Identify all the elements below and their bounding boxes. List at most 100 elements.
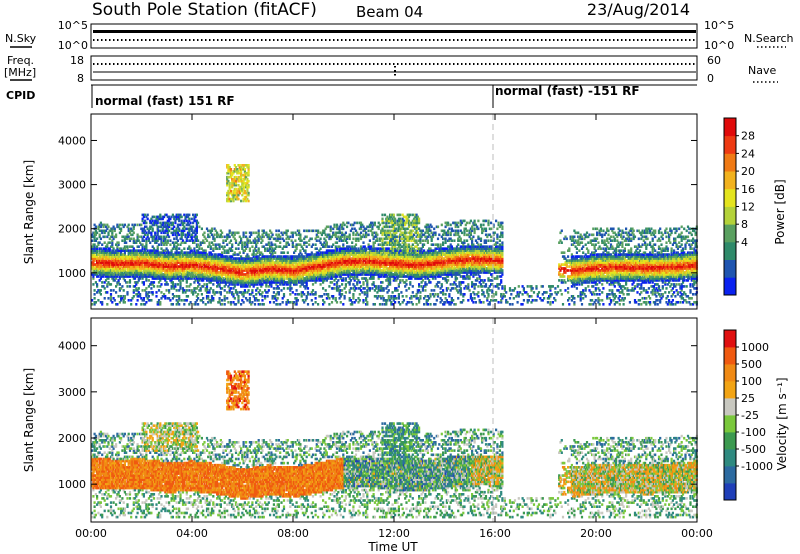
range-gate-cell — [154, 257, 157, 260]
range-gate-cell — [202, 267, 205, 270]
range-gate-cell — [236, 170, 239, 173]
range-gate-cell — [145, 271, 148, 274]
range-gate-cell — [243, 185, 246, 189]
range-gate-cell — [282, 267, 286, 270]
range-gate-cell — [295, 267, 298, 270]
range-gate-cell — [198, 247, 201, 250]
range-gate-cell — [120, 271, 123, 274]
range-gate-cell — [135, 283, 138, 286]
range-gate-cell — [150, 257, 153, 260]
range-gate-cell — [229, 170, 233, 173]
range-gate-cell — [117, 257, 120, 260]
range-gate-cell — [131, 267, 134, 270]
range-gate-cell — [279, 237, 282, 241]
range-gate-cell — [180, 241, 183, 244]
range-gate-cell — [241, 281, 244, 284]
range-gate-cell — [226, 183, 229, 187]
range-gate-cell — [276, 287, 279, 290]
range-gate-cell — [210, 265, 214, 268]
range-gate-cell — [240, 177, 243, 181]
range-gate-cell — [276, 261, 279, 264]
range-gate-cell — [281, 265, 284, 268]
range-gate-cell — [101, 243, 104, 246]
range-gate-cell — [174, 273, 177, 276]
range-gate-cell — [142, 267, 145, 270]
range-gate-cell — [193, 231, 196, 235]
range-gate-cell — [128, 255, 132, 258]
range-gate-cell — [130, 265, 133, 268]
range-gate-cell — [157, 271, 161, 274]
range-gate-cell — [253, 303, 257, 306]
range-gate-cell — [258, 259, 262, 262]
range-gate-cell — [224, 277, 227, 280]
range-gate-cell — [192, 239, 195, 242]
range-gate-cell — [205, 295, 209, 298]
range-gate-cell — [99, 271, 102, 274]
range-gate-cell — [157, 229, 161, 233]
cpid-label: CPID — [6, 89, 35, 102]
range-gate-cell — [178, 273, 181, 276]
range-gate-cell — [111, 277, 114, 280]
range-gate-cell — [132, 267, 135, 270]
range-gate-cell — [270, 277, 273, 280]
range-gate-cell — [291, 231, 294, 235]
range-gate-cell — [194, 291, 197, 294]
range-gate-cell — [125, 255, 128, 258]
range-gate-cell — [99, 273, 102, 276]
range-gate-cell — [300, 283, 303, 286]
range-gate-cell — [276, 275, 279, 278]
range-gate-cell — [301, 265, 304, 268]
range-gate-cell — [142, 281, 145, 284]
range-gate-cell — [146, 275, 149, 278]
range-gate-cell — [252, 263, 255, 266]
range-gate-cell — [183, 225, 186, 229]
range-gate-cell — [358, 293, 361, 296]
range-gate-cell — [197, 243, 200, 246]
range-gate-cell — [92, 247, 95, 250]
range-gate-cell — [188, 247, 191, 250]
range-gate-cell — [246, 277, 249, 280]
range-gate-cell — [295, 243, 298, 246]
range-gate-cell — [175, 213, 178, 217]
range-gate-cell — [171, 303, 174, 306]
range-gate-cell — [170, 265, 173, 268]
range-gate-cell — [270, 259, 273, 262]
range-gate-cell — [93, 297, 96, 300]
range-gate-cell — [99, 247, 102, 250]
range-gate-cell — [275, 299, 278, 302]
range-gate-cell — [103, 259, 106, 262]
range-gate-cell — [168, 265, 171, 268]
range-gate-cell — [136, 223, 139, 227]
range-gate-cell — [107, 259, 110, 262]
range-gate-cell — [241, 261, 244, 264]
range-gate-cell — [306, 287, 310, 290]
range-gate-cell — [152, 251, 156, 254]
range-gate-cell — [276, 259, 279, 262]
range-gate-cell — [237, 267, 240, 270]
range-gate-cell — [113, 235, 116, 239]
range-gate-cell — [200, 267, 203, 270]
range-gate-cell — [195, 277, 198, 280]
range-gate-cell — [117, 273, 120, 276]
range-gate-cell — [122, 289, 125, 292]
range-gate-cell — [189, 265, 192, 268]
range-gate-cell — [237, 253, 240, 256]
range-gate-cell — [250, 259, 253, 262]
range-gate-cell — [282, 265, 286, 268]
range-gate-cell — [91, 247, 94, 250]
range-gate-cell — [351, 227, 354, 231]
range-gate-cell — [308, 267, 311, 270]
range-gate-cell — [194, 237, 197, 241]
range-gate-cell — [298, 281, 301, 284]
range-gate-cell — [246, 265, 249, 268]
range-gate-cell — [218, 261, 221, 264]
range-gate-cell — [195, 213, 198, 217]
range-gate-cell — [222, 265, 225, 268]
range-gate-cell — [195, 263, 198, 266]
range-gate-cell — [294, 245, 297, 248]
range-gate-cell — [161, 253, 164, 256]
range-gate-cell — [103, 235, 106, 239]
range-gate-cell — [102, 257, 105, 260]
range-gate-cell — [147, 239, 150, 242]
range-gate-cell — [221, 299, 224, 302]
